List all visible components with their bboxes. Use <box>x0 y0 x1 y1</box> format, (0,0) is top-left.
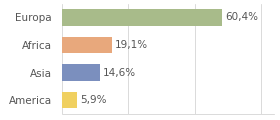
Bar <box>62 64 101 81</box>
Bar <box>62 92 77 108</box>
Text: 14,6%: 14,6% <box>103 68 136 78</box>
Text: 60,4%: 60,4% <box>225 12 258 22</box>
Bar <box>62 9 222 26</box>
Bar <box>62 37 112 53</box>
Text: 5,9%: 5,9% <box>80 95 106 105</box>
Text: 19,1%: 19,1% <box>115 40 148 50</box>
